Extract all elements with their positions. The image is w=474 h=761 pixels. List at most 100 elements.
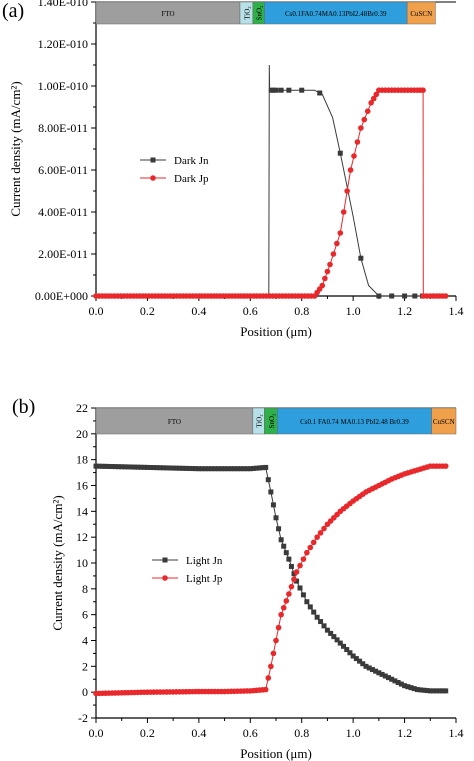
- data-point: [193, 466, 199, 472]
- x-tick-label: 0.4: [191, 726, 206, 740]
- data-point: [395, 679, 401, 685]
- data-point: [337, 640, 343, 646]
- data-point: [324, 627, 330, 633]
- data-point: [337, 230, 344, 236]
- data-point: [328, 630, 334, 636]
- data-point: [373, 91, 380, 98]
- legend-marker: [150, 175, 156, 181]
- y-tick-label: 2.00E-011: [38, 247, 88, 261]
- data-point: [321, 525, 327, 532]
- data-point: [319, 282, 326, 289]
- data-point: [247, 466, 253, 472]
- data-point: [268, 489, 274, 495]
- data-point: [317, 530, 324, 536]
- data-point: [430, 688, 436, 694]
- data-point: [363, 663, 369, 669]
- data-point: [331, 634, 337, 640]
- data-point: [257, 465, 263, 471]
- data-point: [389, 676, 395, 682]
- data-point: [300, 556, 307, 562]
- data-point: [433, 688, 439, 694]
- data-point: [354, 139, 361, 145]
- y-axis-title: Current density (mA/cm²): [50, 495, 65, 630]
- data-point: [286, 556, 292, 562]
- data-point: [173, 465, 179, 471]
- y-tick-label: 12: [76, 530, 88, 544]
- data-point: [350, 653, 356, 659]
- x-tick-label: 1.2: [397, 726, 412, 740]
- x-tick-label: 1.2: [397, 304, 412, 318]
- x-tick-label: 1.0: [346, 304, 361, 318]
- data-point: [317, 90, 323, 96]
- legend-label: Light Jn: [186, 555, 223, 567]
- data-point: [93, 463, 99, 469]
- data-point: [125, 464, 131, 470]
- y-tick-label: 2: [82, 659, 88, 673]
- data-point: [357, 658, 363, 664]
- x-tick-label: 0.0: [89, 304, 104, 318]
- data-point: [109, 464, 115, 470]
- x-tick-label: 1.0: [346, 726, 361, 740]
- y-tick-label: 18: [76, 453, 88, 467]
- y-tick-label: 22: [76, 401, 88, 415]
- data-point: [386, 675, 391, 681]
- data-point: [382, 673, 388, 679]
- data-point: [424, 688, 430, 694]
- data-point: [369, 667, 375, 673]
- data-point: [361, 116, 368, 123]
- device-layer-4: [406, 1, 436, 25]
- data-point: [270, 650, 277, 657]
- data-point: [276, 526, 282, 532]
- data-point: [253, 465, 259, 471]
- x-tick-label: 0.8: [294, 304, 309, 318]
- y-tick-label: 6: [82, 608, 88, 622]
- data-point: [281, 543, 287, 549]
- device-layer-label: TiO₂: [243, 6, 251, 20]
- data-point: [112, 464, 118, 470]
- data-point: [278, 537, 284, 543]
- data-point: [330, 251, 337, 257]
- data-point: [268, 663, 274, 670]
- data-point: [199, 466, 205, 472]
- data-point: [412, 293, 418, 299]
- data-point: [265, 477, 271, 483]
- data-point: [286, 87, 292, 93]
- x-tick-label: 1.4: [449, 726, 464, 740]
- data-point: [270, 87, 276, 93]
- data-point: [164, 465, 170, 471]
- data-point: [440, 688, 446, 694]
- data-point: [314, 534, 320, 540]
- device-layer-label: CuSCN: [410, 10, 432, 18]
- data-point: [167, 465, 173, 471]
- data-point: [304, 549, 310, 556]
- legend-marker: [162, 557, 168, 563]
- data-point: [291, 571, 297, 577]
- data-point: [294, 578, 300, 584]
- y-tick-label: 20: [76, 427, 88, 441]
- data-point: [293, 569, 300, 575]
- data-point: [103, 463, 109, 469]
- data-point: [437, 688, 443, 694]
- data-point: [180, 465, 186, 471]
- data-point: [263, 464, 269, 470]
- data-point: [132, 464, 138, 470]
- y-tick-label: 0.00E+000: [35, 289, 88, 303]
- data-point: [225, 466, 231, 472]
- legend-label: Dark Jn: [174, 155, 209, 167]
- data-point: [196, 466, 202, 472]
- data-point: [278, 611, 284, 618]
- y-axis-title: Current density (mA/cm²): [8, 81, 23, 216]
- data-point: [297, 585, 303, 591]
- data-point: [234, 466, 240, 472]
- data-point: [398, 681, 404, 687]
- data-point: [265, 675, 272, 681]
- data-point: [96, 463, 102, 469]
- data-point: [442, 463, 449, 469]
- device-layer-label: SnO₂: [268, 413, 276, 428]
- data-point: [241, 466, 247, 472]
- data-point: [340, 209, 347, 215]
- data-point: [280, 604, 287, 611]
- data-point: [341, 643, 346, 649]
- y-tick-label: 8: [82, 582, 88, 596]
- data-point: [183, 465, 189, 471]
